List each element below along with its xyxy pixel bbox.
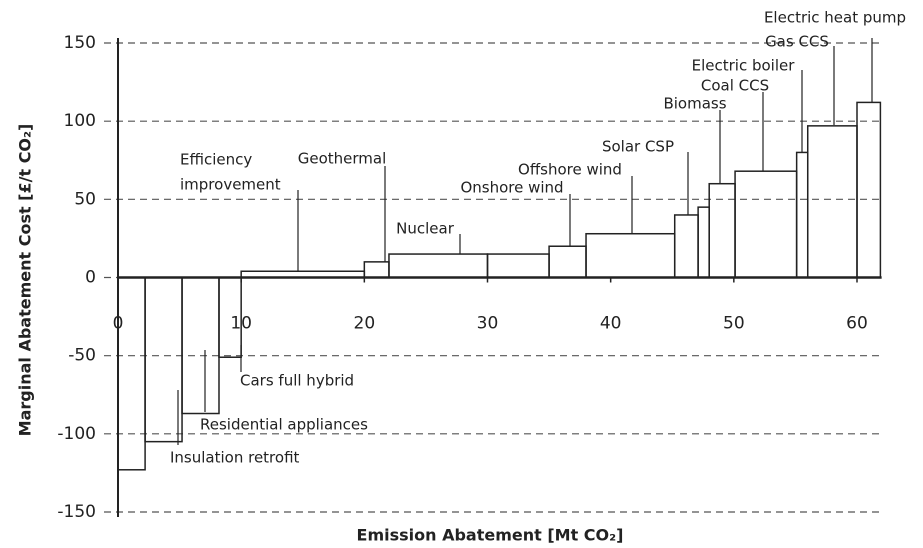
annotation: Gas CCS <box>765 33 829 51</box>
annotation: Offshore wind <box>518 161 622 179</box>
annotation: Nuclear <box>396 220 455 238</box>
y-tick-label: 100 <box>64 111 96 131</box>
y-axis-label: Marginal Abatement Cost [£/t CO₂] <box>16 124 35 437</box>
x-tick-label: 60 <box>846 314 868 334</box>
annotation: Coal CCS <box>701 77 769 95</box>
annotation: Residential appliances <box>200 416 368 434</box>
y-tick-label: 50 <box>74 189 96 209</box>
bar <box>806 125 858 279</box>
annotation: Cars full hybrid <box>240 372 354 390</box>
x-tick-label: 40 <box>600 314 622 334</box>
annotation: improvement <box>180 176 281 194</box>
bar <box>856 101 882 279</box>
annotation: Biomass <box>663 95 726 113</box>
y-tick-label: 0 <box>85 268 96 288</box>
annotation: Insulation retrofit <box>170 449 300 467</box>
annotation: Efficiency <box>180 151 252 169</box>
y-tick-label: -50 <box>68 346 96 366</box>
y-tick-label: -150 <box>57 502 96 522</box>
bar <box>734 170 798 279</box>
bar <box>585 232 676 279</box>
bar <box>388 253 489 279</box>
annotation: Electric boiler <box>692 57 796 75</box>
bar <box>697 206 710 279</box>
bar <box>181 276 220 415</box>
bar <box>486 253 550 279</box>
bar <box>548 245 587 279</box>
annotation: Geothermal <box>298 150 387 168</box>
bar <box>117 276 146 471</box>
annotation: Electric heat pump <box>764 9 906 27</box>
annotation: Onshore wind <box>460 179 563 197</box>
y-tick-label: -100 <box>57 424 96 444</box>
bar <box>795 151 809 279</box>
x-axis-label: Emission Abatement [Mt CO₂] <box>357 526 624 545</box>
x-tick-label: 50 <box>723 314 745 334</box>
bar <box>144 276 183 443</box>
annotation: Solar CSP <box>602 138 674 156</box>
bar <box>673 214 699 279</box>
bar <box>363 261 390 279</box>
bar <box>708 182 736 279</box>
x-tick-label: 30 <box>477 314 499 334</box>
y-tick-label: 150 <box>64 33 96 53</box>
x-tick-label: 20 <box>354 314 376 334</box>
